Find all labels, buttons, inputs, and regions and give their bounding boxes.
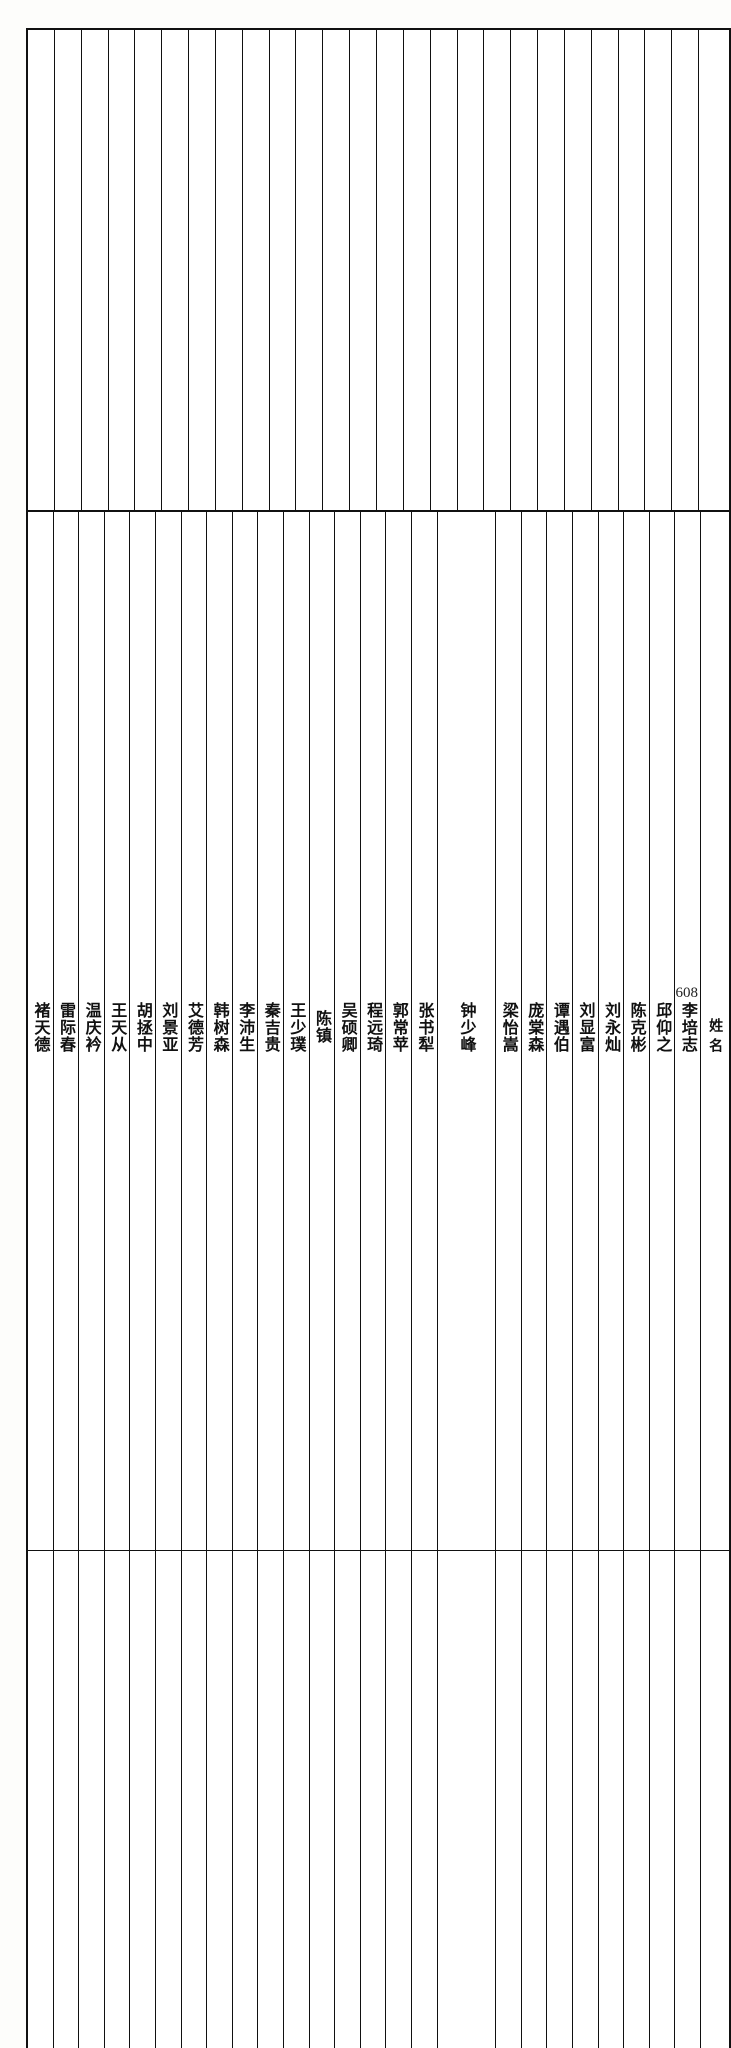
cell-name: 陈克彬 <box>624 511 650 1551</box>
row-label-name: 姓名 <box>701 511 731 1551</box>
cell-text: 庞棠森 <box>526 512 542 1539</box>
cell-name: 谭遇伯 <box>547 511 573 1551</box>
cell-alias: 鸿勖 <box>335 1551 361 2048</box>
cell-name: 程远琦 <box>360 511 386 1551</box>
cell-text: 秦吉贵 <box>262 512 278 1539</box>
cell-text: 仲良 <box>35 1551 46 2048</box>
cell-alias: 祖瑶 <box>181 1551 207 2048</box>
cell-alias: 少忠 <box>386 1551 412 2048</box>
cell-name: 温庆衿 <box>79 511 105 1551</box>
cell-alias <box>104 1551 130 2048</box>
cell-name: 王少璞 <box>283 511 309 1551</box>
document-page: 向万章潘家权唐鸿铭唐民彝王海玉冯富春朱满湘张子苓王化全冯肇元路元勋冯作舟胡世文薛… <box>0 0 731 1024</box>
cell-text: 韩树森 <box>211 512 227 1539</box>
cell-text: 汝霖 <box>240 1551 251 2048</box>
cell-text: 景韩 <box>368 1551 379 2048</box>
cell-name: 艾德芳 <box>181 511 207 1551</box>
cell-name: 钟少峰 <box>437 511 496 1551</box>
cell-alias: 景韩 <box>360 1551 386 2048</box>
roster-table-2: 褚天德雷际春温庆衿王天从胡拯中刘景亚艾德芳韩树森李沛生秦吉贵王少璞陈镇吴硕卿程远… <box>26 510 731 2048</box>
cell-name: 李沛生 <box>232 511 258 1551</box>
page-number: 608 <box>676 985 699 1002</box>
cell-text: 胡拯中 <box>135 512 151 1539</box>
cell-name: 褚天德 <box>27 511 53 1551</box>
cell-text: 陈镇 <box>314 512 330 1539</box>
cell-alias <box>53 1551 79 2048</box>
cell-name: 张书犁 <box>411 511 437 1551</box>
cell-name: 庞棠森 <box>521 511 547 1551</box>
cell-text: 刘永灿 <box>603 512 619 1539</box>
cell-name: 刘景亚 <box>155 511 181 1551</box>
cell-text: 吴硕卿 <box>339 512 355 1539</box>
cell-text: 榛一 <box>163 1551 174 2048</box>
cell-alias <box>283 1551 309 2048</box>
cell-name: 梁怡嵩 <box>496 511 522 1551</box>
cell-text: 刘景亚 <box>160 512 176 1539</box>
cell-alias <box>411 1551 437 2048</box>
cell-alias <box>598 1551 624 2048</box>
cell-name: 李培志 <box>675 511 701 1551</box>
cell-text: 雷际春 <box>58 512 74 1539</box>
cell-text: 钟少峰 <box>458 512 474 1539</box>
cell-alias <box>207 1551 233 2048</box>
cell-text: 祖瑶 <box>189 1551 200 2048</box>
cell-alias <box>130 1551 156 2048</box>
cell-text: 王少璞 <box>288 512 304 1539</box>
cell-alias: 子库 <box>79 1551 105 2048</box>
cell-text: 艾德芳 <box>186 512 202 1539</box>
cell-text: 骅 <box>554 1551 565 2048</box>
cell-alias <box>649 1551 675 2048</box>
roster-row-alias: 仲良子库榛一祖瑶汝霖安民鸿勖景韩少忠剑锋骅弁中文质别号 <box>27 1551 730 2048</box>
cell-alias: 弁中 <box>573 1551 599 2048</box>
cell-name: 郭常苹 <box>386 511 412 1551</box>
cell-name: 吴硕卿 <box>335 511 361 1551</box>
cell-text: 温庆衿 <box>83 512 99 1539</box>
cell-text: 陈克彬 <box>628 512 644 1539</box>
cell-text: 安民 <box>316 1551 327 2048</box>
cell-text: 子库 <box>86 1551 97 2048</box>
cell-text: 李培志 <box>680 512 696 1539</box>
cell-alias: 骅 <box>547 1551 573 2048</box>
cell-text: 剑锋 <box>461 1551 472 2048</box>
row-label-alias: 别号 <box>701 1551 731 2048</box>
cell-name: 邱仰之 <box>649 511 675 1551</box>
cell-text: 鸿勖 <box>342 1551 353 2048</box>
row-label-text: 别号 <box>708 1551 721 2048</box>
cell-text: 谭遇伯 <box>552 512 568 1539</box>
cell-alias <box>258 1551 284 2048</box>
cell-text: 少忠 <box>393 1551 404 2048</box>
cell-text: 梁怡嵩 <box>500 512 516 1539</box>
cell-name: 刘显富 <box>573 511 599 1551</box>
cell-name: 王天从 <box>104 511 130 1551</box>
cell-name: 韩树森 <box>207 511 233 1551</box>
row-label-text: 姓名 <box>708 512 722 1550</box>
cell-text: 褚天德 <box>32 512 48 1539</box>
cell-alias: 榛一 <box>155 1551 181 2048</box>
cell-text: 文质 <box>631 1551 642 2048</box>
cell-name: 雷际春 <box>53 511 79 1551</box>
cell-name: 秦吉贵 <box>258 511 284 1551</box>
cell-text: 邱仰之 <box>654 512 670 1539</box>
roster-table-2-wrapper: 褚天德雷际春温庆衿王天从胡拯中刘景亚艾德芳韩树森李沛生秦吉贵王少璞陈镇吴硕卿程远… <box>26 510 731 2048</box>
roster-row-name: 褚天德雷际春温庆衿王天从胡拯中刘景亚艾德芳韩树森李沛生秦吉贵王少璞陈镇吴硕卿程远… <box>27 511 730 1551</box>
cell-alias <box>675 1551 701 2048</box>
cell-alias: 文质 <box>624 1551 650 2048</box>
cell-name: 刘永灿 <box>598 511 624 1551</box>
cell-text: 弁中 <box>580 1551 591 2048</box>
cell-alias <box>521 1551 547 2048</box>
cell-name: 陈镇 <box>309 511 335 1551</box>
cell-text: 刘显富 <box>577 512 593 1539</box>
cell-alias <box>496 1551 522 2048</box>
cell-text: 王天从 <box>109 512 125 1539</box>
cell-alias: 仲良 <box>27 1551 53 2048</box>
cell-name: 胡拯中 <box>130 511 156 1551</box>
cell-text: 程远琦 <box>365 512 381 1539</box>
cell-alias: 安民 <box>309 1551 335 2048</box>
cell-alias: 剑锋 <box>437 1551 496 2048</box>
cell-text: 郭常苹 <box>390 512 406 1539</box>
cell-alias: 汝霖 <box>232 1551 258 2048</box>
cell-text: 李沛生 <box>237 512 253 1539</box>
cell-text: 张书犁 <box>416 512 432 1539</box>
